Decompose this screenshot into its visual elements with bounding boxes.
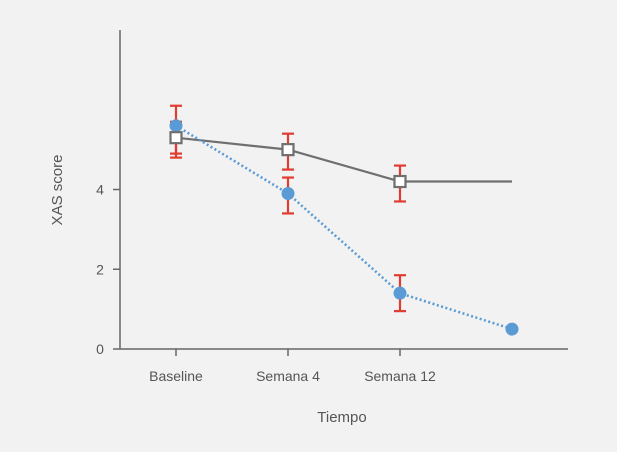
- y-axis-title: XAS score: [49, 155, 66, 226]
- labels: 0 2 4 Baseline Semana 4 Semana 12: [96, 182, 436, 385]
- data-point-circle: [505, 322, 519, 336]
- x-axis-title: Tiempo: [317, 409, 366, 426]
- data-point-square: [169, 131, 183, 145]
- data-point-square: [281, 143, 295, 157]
- y-tick-label: 0: [96, 341, 104, 357]
- series-line-1: [175, 136, 512, 183]
- x-tick-label: Semana 12: [364, 368, 436, 384]
- axes: [113, 30, 568, 356]
- series-lines: [175, 124, 513, 331]
- y-tick-label: 2: [96, 261, 104, 277]
- series-line-2: [175, 124, 513, 331]
- data-point-circle: [393, 286, 407, 300]
- series-markers: [169, 119, 519, 336]
- data-point-square: [393, 174, 407, 189]
- data-point-circle: [281, 186, 295, 200]
- y-tick-label: 4: [96, 182, 104, 198]
- error-bars: [170, 104, 406, 313]
- x-tick-label: Baseline: [149, 368, 203, 384]
- x-tick-label: Semana 4: [256, 368, 320, 384]
- data-point-circle: [169, 119, 183, 133]
